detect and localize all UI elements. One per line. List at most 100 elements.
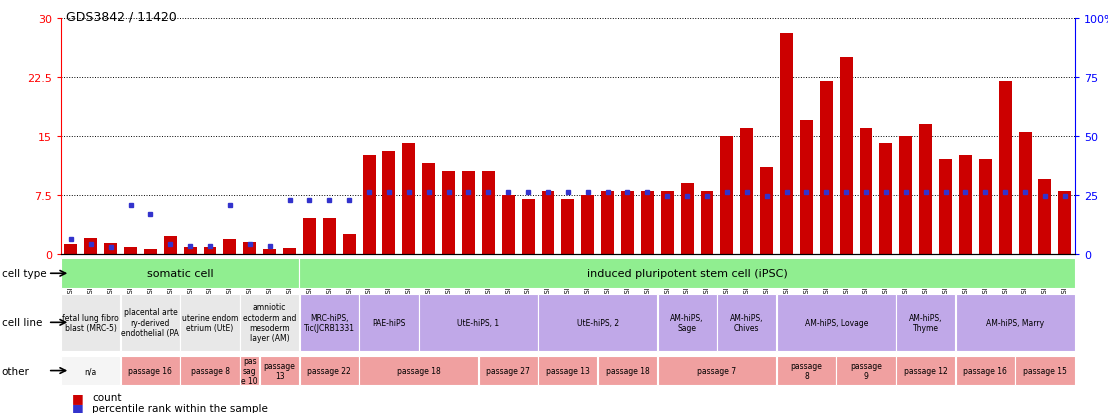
Text: passage 18: passage 18 (397, 366, 441, 375)
Bar (640, 191, 654, 254)
Text: GDS3842 / 11420: GDS3842 / 11420 (66, 10, 177, 23)
Text: passage 8: passage 8 (191, 366, 229, 375)
Bar (978, 160, 992, 254)
Text: passage 22: passage 22 (307, 366, 351, 375)
Bar (777, 356, 835, 385)
Text: passage 16: passage 16 (963, 366, 1007, 375)
Text: pas
sag
e 10: pas sag e 10 (242, 356, 258, 385)
Text: induced pluripotent stem cell (iPSC): induced pluripotent stem cell (iPSC) (587, 268, 788, 279)
Bar (538, 356, 597, 385)
Bar (760, 168, 773, 254)
Bar (121, 294, 179, 351)
Bar (717, 294, 777, 351)
Bar (562, 199, 574, 254)
Bar (124, 248, 137, 254)
Bar (920, 125, 932, 254)
Text: AM-hiPS, Lovage: AM-hiPS, Lovage (804, 318, 868, 327)
Bar (382, 152, 396, 254)
Bar (144, 249, 157, 254)
Bar (900, 136, 912, 254)
Bar (300, 356, 359, 385)
Bar (657, 356, 777, 385)
Bar (880, 144, 892, 254)
Bar (264, 249, 276, 254)
Bar (680, 183, 694, 254)
Text: PAE-hiPS: PAE-hiPS (372, 318, 406, 327)
Bar (800, 121, 813, 254)
Text: count: count (92, 392, 122, 402)
Bar (84, 238, 98, 254)
Text: passage
13: passage 13 (264, 361, 296, 380)
Bar (479, 356, 537, 385)
Bar (342, 235, 356, 254)
Text: passage 18: passage 18 (606, 366, 649, 375)
Bar (224, 240, 236, 254)
Text: passage
9: passage 9 (850, 361, 882, 380)
Bar (896, 294, 955, 351)
Bar (121, 356, 179, 385)
Bar (582, 195, 594, 254)
Bar (740, 128, 753, 254)
Bar (720, 136, 733, 254)
Bar (820, 81, 833, 254)
Bar (283, 249, 296, 254)
Bar (1018, 132, 1032, 254)
Bar (302, 219, 316, 254)
Text: UtE-hiPS, 1: UtE-hiPS, 1 (458, 318, 500, 327)
Text: passage 7: passage 7 (697, 366, 737, 375)
Bar (602, 191, 614, 254)
Text: amniotic
ectoderm and
mesoderm
layer (AM): amniotic ectoderm and mesoderm layer (AM… (243, 302, 296, 343)
Bar (1038, 179, 1051, 254)
Text: passage 12: passage 12 (904, 366, 947, 375)
Bar (462, 172, 475, 254)
Bar (104, 244, 117, 254)
Bar (840, 58, 853, 254)
Bar (61, 294, 121, 351)
Bar (657, 294, 717, 351)
Text: cell type: cell type (1, 268, 47, 279)
Text: placental arte
ry-derived
endothelial (PA: placental arte ry-derived endothelial (P… (122, 308, 179, 337)
Bar (181, 294, 239, 351)
Bar (61, 356, 121, 385)
Bar (896, 356, 955, 385)
Text: fetal lung fibro
blast (MRC-5): fetal lung fibro blast (MRC-5) (62, 313, 120, 332)
Text: AM-hiPS,
Chives: AM-hiPS, Chives (730, 313, 763, 332)
Bar (780, 34, 793, 254)
Bar (359, 356, 479, 385)
Text: cell line: cell line (1, 318, 42, 328)
Text: ■: ■ (72, 401, 84, 413)
Text: UtE-hiPS, 2: UtE-hiPS, 2 (576, 318, 618, 327)
Bar (598, 356, 657, 385)
Text: n/a: n/a (84, 366, 96, 375)
Text: AM-hiPS,
Thyme: AM-hiPS, Thyme (909, 313, 943, 332)
Text: percentile rank within the sample: percentile rank within the sample (92, 403, 268, 413)
Bar (299, 259, 1075, 288)
Text: passage
8: passage 8 (790, 361, 822, 380)
Bar (181, 356, 239, 385)
Bar (660, 191, 674, 254)
Bar (542, 191, 554, 254)
Bar (64, 244, 78, 254)
Bar (419, 294, 537, 351)
Bar (482, 172, 495, 254)
Bar (322, 219, 336, 254)
Text: uterine endom
etrium (UtE): uterine endom etrium (UtE) (182, 313, 238, 332)
Bar (61, 259, 299, 288)
Bar (958, 156, 972, 254)
Text: passage 13: passage 13 (546, 366, 589, 375)
Bar (860, 128, 872, 254)
Bar (422, 164, 435, 254)
Bar (244, 242, 256, 254)
Text: ■: ■ (72, 391, 84, 404)
Text: passage 16: passage 16 (129, 366, 173, 375)
Bar (359, 294, 419, 351)
Text: passage 27: passage 27 (486, 366, 530, 375)
Bar (300, 294, 359, 351)
Bar (442, 172, 455, 254)
Bar (402, 144, 416, 254)
Text: other: other (1, 366, 30, 376)
Bar (956, 294, 1075, 351)
Bar (260, 356, 299, 385)
Bar (940, 160, 952, 254)
Text: MRC-hiPS,
Tic(JCRB1331: MRC-hiPS, Tic(JCRB1331 (304, 313, 355, 332)
